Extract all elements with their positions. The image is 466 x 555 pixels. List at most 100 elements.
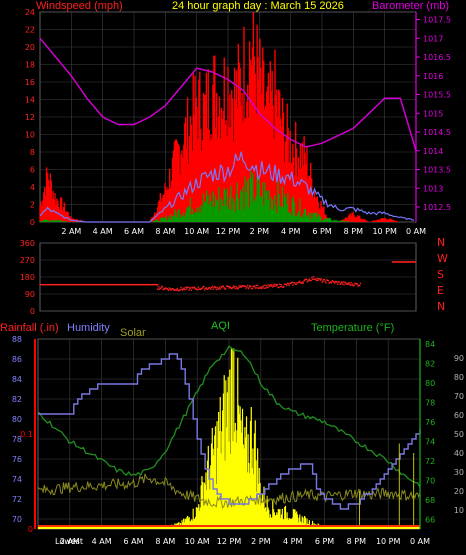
direction-point <box>153 283 156 286</box>
direction-point <box>181 289 184 291</box>
direction-point <box>196 289 199 291</box>
direction-point <box>42 283 44 286</box>
direction-point <box>406 261 409 263</box>
direction-point <box>394 261 396 263</box>
direction-point <box>132 283 135 286</box>
direction-point <box>406 261 408 263</box>
direction-point <box>413 261 416 263</box>
direction-point <box>278 286 280 289</box>
solar-baseline <box>38 527 420 529</box>
direction-point <box>264 284 266 287</box>
direction-point <box>297 281 300 284</box>
wind-x-tick: 4 AM <box>93 227 113 236</box>
direction-point <box>76 283 78 286</box>
direction-point <box>55 283 57 286</box>
solar-label: Solar <box>120 327 146 339</box>
direction-point <box>109 283 112 286</box>
direction-point <box>106 283 109 286</box>
direction-point <box>89 283 91 286</box>
direction-point <box>47 283 49 286</box>
direction-point <box>110 283 113 286</box>
direction-point <box>185 286 187 288</box>
direction-point <box>245 287 247 289</box>
direction-point <box>86 283 88 286</box>
rain-y-tick: 0.1 <box>20 430 33 439</box>
direction-point <box>279 285 282 288</box>
direction-point <box>357 285 359 287</box>
direction-point <box>359 282 362 285</box>
wind-x-tick: 2 PM <box>250 227 269 236</box>
direction-point <box>265 285 268 287</box>
direction-point <box>128 283 131 286</box>
direction-point <box>289 282 291 284</box>
direction-point <box>199 288 201 290</box>
direction-point <box>137 283 139 286</box>
direction-point <box>205 287 207 289</box>
temperature-line <box>37 345 421 488</box>
direction-point <box>144 283 146 286</box>
direction-point <box>396 261 398 263</box>
env-x-tick: 6 AM <box>123 537 143 546</box>
direction-point <box>192 287 194 289</box>
wind-y-tick: 4 <box>30 183 35 192</box>
direction-point <box>404 261 406 263</box>
direction-point <box>253 285 255 287</box>
direction-point <box>180 286 182 289</box>
direction-point <box>260 286 262 288</box>
direction-point <box>198 288 200 291</box>
direction-point <box>309 279 312 282</box>
direction-point <box>222 285 225 288</box>
direction-point <box>398 261 400 263</box>
direction-point <box>283 285 285 288</box>
direction-point <box>290 281 293 284</box>
direction-point <box>311 276 313 279</box>
direction-point <box>117 283 120 286</box>
direction-point <box>178 290 180 292</box>
temperature-y-tick: 76 <box>425 418 435 427</box>
direction-point <box>399 261 402 263</box>
env-x-tick: 8 AM <box>155 537 175 546</box>
direction-point <box>326 279 328 281</box>
temperature-y-tick: 72 <box>425 457 435 466</box>
direction-y-tick: 180 <box>20 273 35 282</box>
direction-point <box>265 287 267 289</box>
direction-point <box>336 281 338 283</box>
direction-point <box>303 280 305 282</box>
direction-point <box>151 283 153 286</box>
direction-point <box>115 283 117 286</box>
direction-point <box>68 283 70 286</box>
humidity-line <box>38 353 421 510</box>
direction-point <box>171 287 174 290</box>
direction-point <box>225 288 227 290</box>
direction-point <box>288 284 290 286</box>
direction-point <box>305 278 308 281</box>
direction-point <box>318 278 320 280</box>
humidity-y-tick: 72 <box>12 495 22 504</box>
direction-point <box>335 281 337 283</box>
direction-point <box>268 286 270 288</box>
direction-point <box>256 287 258 289</box>
wind-x-tick: 6 PM <box>312 227 331 236</box>
direction-point <box>113 283 116 286</box>
direction-point <box>185 288 188 290</box>
direction-point <box>320 278 323 280</box>
direction-point <box>154 283 156 286</box>
barometer-y-tick: 1013.5 <box>423 166 451 175</box>
direction-point <box>51 283 54 286</box>
direction-point <box>240 286 243 288</box>
wind-y-tick: 0 <box>30 218 35 227</box>
direction-point <box>114 283 116 286</box>
direction-point <box>176 288 178 290</box>
compass-label: S <box>437 268 444 281</box>
env-x-tick: 10 AM <box>185 537 210 546</box>
rain-y-tick: 0 <box>28 525 33 534</box>
direction-point <box>298 280 301 282</box>
direction-point <box>286 284 288 287</box>
direction-point <box>104 283 106 286</box>
direction-point <box>56 283 59 286</box>
windspeed-label: Windspeed (mph) <box>36 0 123 12</box>
direction-point <box>140 283 142 286</box>
wind-y-tick: 18 <box>25 61 35 70</box>
direction-point <box>134 283 136 286</box>
direction-point <box>146 283 149 286</box>
